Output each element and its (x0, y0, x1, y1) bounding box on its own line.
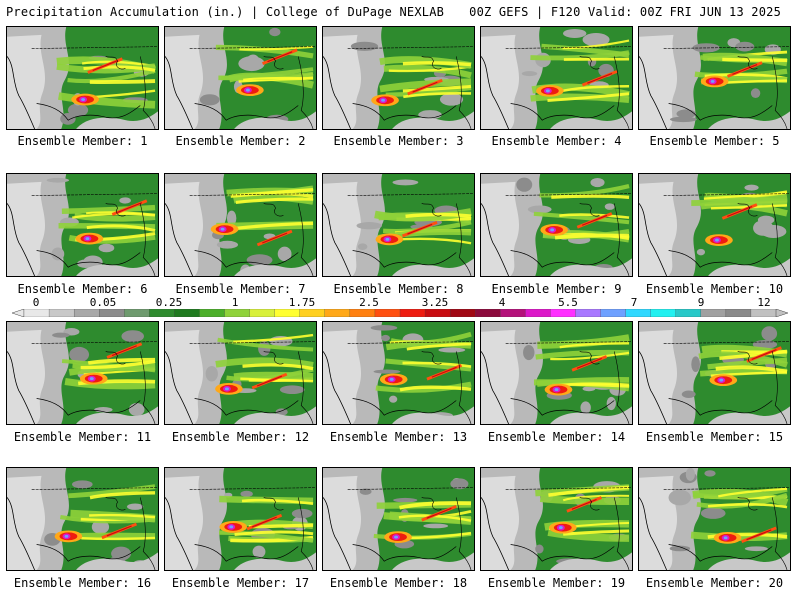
colorbar-tick-label: 5.5 (558, 296, 578, 309)
colorbar-swatch (324, 309, 351, 317)
colorbar-tick-label: 1.75 (288, 296, 316, 309)
colorbar-tick-label: 12 (757, 296, 771, 309)
colorbar-swatch (725, 309, 752, 317)
colorbar-swatch (600, 309, 627, 317)
colorbar-swatch (349, 309, 376, 317)
colorbar-tick-label: 0.25 (155, 296, 183, 309)
colorbar-swatch (249, 309, 276, 317)
member-label: Ensemble Member: 5 (649, 134, 780, 148)
ensemble-map-member-16 (6, 467, 159, 571)
ensemble-map-member-10 (638, 173, 791, 277)
colorbar-tick-label: 4 (498, 296, 506, 309)
member-label: Ensemble Member: 9 (491, 282, 622, 296)
color-scale-bar (12, 309, 788, 317)
colorbar-tick-label: 3.25 (421, 296, 449, 309)
colorbar-swatch (550, 309, 577, 317)
ensemble-map-member-1 (6, 26, 159, 130)
color-scale-legend: 0 0.05 0.25 1 1.75 2.5 3.25 4 5.5 7 9 12 (12, 296, 788, 318)
colorbar-swatch (650, 309, 677, 317)
colorbar-swatch (274, 309, 301, 317)
colorbar-swatch (23, 309, 50, 317)
ensemble-map-member-8 (322, 173, 475, 277)
colorbar-swatch (174, 309, 201, 317)
member-label: Ensemble Member: 10 (645, 282, 784, 296)
colorbar-swatch (750, 309, 777, 317)
member-label: Ensemble Member: 8 (333, 282, 464, 296)
colorbar-swatch (399, 309, 426, 317)
member-label: Ensemble Member: 17 (171, 576, 310, 590)
colorbar-swatch (299, 309, 326, 317)
colorbar-swatch (475, 309, 501, 317)
colorbar-swatch (149, 309, 176, 317)
member-label: Ensemble Member: 2 (175, 134, 306, 148)
colorbar-swatch (48, 309, 75, 317)
ensemble-map-member-17 (164, 467, 317, 571)
ensemble-map-member-11 (6, 321, 159, 425)
ensemble-map-member-18 (322, 467, 475, 571)
colorbar-tick-label: 2.5 (359, 296, 379, 309)
colorbar-tick-label: 7 (630, 296, 638, 309)
member-label: Ensemble Member: 7 (175, 282, 306, 296)
member-label: Ensemble Member: 3 (333, 134, 464, 148)
colorbar-swatch (700, 309, 727, 317)
colorbar-min-arrow (12, 309, 25, 317)
colorbar-swatch (500, 309, 526, 317)
member-label: Ensemble Member: 6 (17, 282, 148, 296)
colorbar-swatch (625, 309, 652, 317)
member-label: Ensemble Member: 14 (487, 430, 626, 444)
ensemble-map-member-7 (164, 173, 317, 277)
colorbar-swatch (449, 309, 476, 317)
ensemble-map-member-20 (638, 467, 791, 571)
ensemble-map-member-9 (480, 173, 633, 277)
colorbar-tick-label: 0 (32, 296, 40, 309)
ensemble-map-member-3 (322, 26, 475, 130)
ensemble-map-member-5 (638, 26, 791, 130)
colorbar-tick-label: 1 (231, 296, 239, 309)
map-title: Precipitation Accumulation (in.) | Colle… (6, 5, 445, 19)
ensemble-map-member-14 (480, 321, 633, 425)
member-label: Ensemble Member: 19 (487, 576, 626, 590)
colorbar-swatch (525, 309, 552, 317)
colorbar-max-arrow (775, 309, 788, 317)
ensemble-map-member-12 (164, 321, 317, 425)
member-label: Ensemble Member: 1 (17, 134, 148, 148)
ensemble-map-member-19 (480, 467, 633, 571)
colorbar-swatch (675, 309, 702, 317)
colorbar-swatch (374, 309, 401, 317)
colorbar-swatch (124, 309, 150, 317)
ensemble-map-member-4 (480, 26, 633, 130)
member-label: Ensemble Member: 4 (491, 134, 622, 148)
colorbar-swatch (424, 309, 451, 317)
member-label: Ensemble Member: 18 (329, 576, 468, 590)
colorbar-swatch (199, 309, 226, 317)
colorbar-swatch (99, 309, 125, 317)
member-label: Ensemble Member: 12 (171, 430, 310, 444)
ensemble-map-member-13 (322, 321, 475, 425)
member-label: Ensemble Member: 15 (645, 430, 784, 444)
colorbar-swatch (575, 309, 602, 317)
model-run-valid-time: 00Z GEFS | F120 Valid: 00Z FRI JUN 13 20… (469, 5, 781, 19)
member-label: Ensemble Member: 11 (13, 430, 152, 444)
colorbar-tick-label: 0.05 (89, 296, 117, 309)
ensemble-map-member-15 (638, 321, 791, 425)
member-label: Ensemble Member: 13 (329, 430, 468, 444)
member-label: Ensemble Member: 20 (645, 576, 784, 590)
ensemble-map-member-2 (164, 26, 317, 130)
member-label: Ensemble Member: 16 (13, 576, 152, 590)
colorbar-swatch (73, 309, 100, 317)
colorbar-swatch (224, 309, 251, 317)
colorbar-tick-label: 9 (697, 296, 705, 309)
ensemble-map-member-6 (6, 173, 159, 277)
